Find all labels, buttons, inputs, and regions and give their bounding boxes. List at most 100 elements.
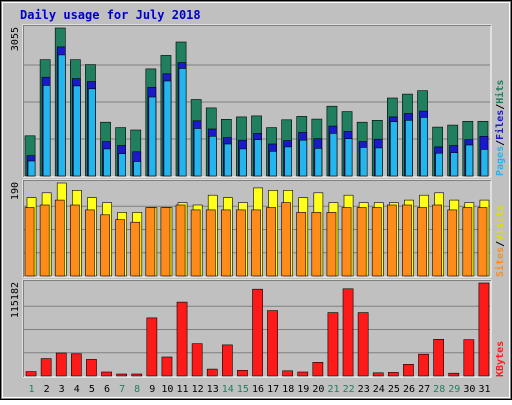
legend-entry-separator: / — [495, 104, 506, 110]
bar-pages-day-7 — [118, 153, 126, 177]
bar-kbytes-day-12 — [191, 343, 203, 377]
x-tick-label-day-27: 27 — [418, 384, 430, 395]
bar-pages-day-30 — [465, 144, 474, 177]
panel-kbytes-legend: KBytes — [495, 341, 506, 377]
bar-sites-day-4 — [70, 204, 80, 277]
x-tick-label-day-11: 11 — [176, 384, 188, 395]
bar-kbytes-day-4 — [71, 353, 82, 377]
bar-kbytes-day-7 — [116, 373, 127, 377]
bar-pages-day-12 — [193, 128, 202, 177]
bar-sites-day-8 — [130, 221, 141, 277]
bar-sites-day-5 — [85, 209, 95, 277]
bar-kbytes-day-10 — [161, 356, 173, 377]
x-tick-label-day-29: 29 — [448, 384, 460, 395]
x-tick-label-day-17: 17 — [267, 384, 279, 395]
x-tick-label-day-22: 22 — [343, 384, 355, 395]
x-tick-label-day-1: 1 — [28, 384, 34, 395]
bar-kbytes-day-27 — [418, 353, 429, 377]
bar-kbytes-day-31 — [478, 282, 490, 377]
bar-kbytes-day-13 — [206, 368, 218, 377]
bar-kbytes-day-30 — [463, 339, 475, 377]
bar-pages-day-3 — [57, 54, 66, 177]
bar-sites-day-6 — [100, 214, 110, 277]
x-tick-label-day-6: 6 — [104, 384, 110, 395]
bar-pages-day-9 — [148, 96, 157, 177]
x-tick-label-day-14: 14 — [222, 384, 234, 395]
legend-entry-hits: Hits — [494, 80, 506, 104]
bar-kbytes-day-22 — [342, 288, 354, 377]
bar-sites-day-21 — [326, 212, 337, 277]
panel-hits-ymax-label: 3055 — [10, 27, 21, 51]
bar-kbytes-day-24 — [372, 372, 384, 377]
bar-pages-day-18 — [284, 146, 293, 177]
x-tick-label-day-18: 18 — [282, 384, 294, 395]
bar-pages-day-20 — [314, 148, 323, 177]
bar-pages-day-13 — [208, 136, 217, 177]
bar-sites-day-16 — [251, 209, 261, 277]
frame-border-light — [2, 2, 510, 398]
bar-kbytes-day-5 — [86, 359, 97, 377]
bar-pages-day-2 — [42, 85, 51, 177]
bar-kbytes-day-29 — [448, 372, 460, 377]
bar-sites-day-15 — [236, 209, 246, 277]
panel-hits-legend: Pages/Files/Hits — [494, 80, 506, 176]
x-tick-label-day-10: 10 — [161, 384, 173, 395]
panel-visits-legend: Sites/Visits — [494, 205, 506, 277]
legend-entry-pages: Pages — [495, 146, 506, 176]
x-tick-label-day-8: 8 — [134, 384, 140, 395]
legend-entry-files: Files — [494, 110, 506, 140]
bar-pages-day-22 — [344, 138, 353, 177]
bar-pages-day-19 — [299, 139, 308, 177]
legend-entry-visits: Visits — [494, 205, 506, 241]
bar-pages-day-27 — [420, 117, 428, 177]
bar-pages-day-1 — [27, 160, 36, 177]
bar-pages-day-6 — [103, 148, 111, 177]
x-tick-label-day-30: 30 — [463, 384, 475, 395]
bar-kbytes-day-17 — [267, 310, 278, 377]
bar-pages-day-17 — [269, 151, 277, 177]
bar-pages-day-26 — [405, 120, 413, 177]
x-tick-label-day-28: 28 — [433, 384, 445, 395]
bar-sites-day-7 — [115, 219, 125, 277]
bar-sites-day-19 — [296, 212, 307, 277]
x-tick-label-day-19: 19 — [297, 384, 309, 395]
bar-sites-day-11 — [175, 204, 186, 277]
bar-pages-day-25 — [389, 121, 398, 177]
bar-pages-day-31 — [480, 149, 489, 177]
bar-sites-day-26 — [402, 204, 412, 277]
bar-kbytes-day-3 — [55, 352, 67, 377]
bar-pages-day-24 — [374, 147, 383, 177]
bar-sites-day-27 — [417, 207, 427, 277]
bar-pages-day-4 — [73, 85, 81, 177]
x-tick-label-day-13: 13 — [207, 384, 219, 395]
bar-pages-day-14 — [224, 143, 232, 177]
x-tick-label-day-21: 21 — [327, 384, 339, 395]
panel-kbytes-ymax-label: 115182 — [10, 282, 21, 318]
bar-sites-day-25 — [386, 204, 397, 277]
bar-sites-day-24 — [371, 207, 382, 277]
bar-sites-day-30 — [462, 207, 473, 277]
x-tick-label-day-9: 9 — [149, 384, 155, 395]
legend-entry-separator: / — [495, 241, 506, 247]
bar-pages-day-5 — [88, 88, 96, 177]
bar-pages-day-15 — [239, 148, 247, 177]
bar-pages-day-21 — [329, 133, 338, 177]
x-tick-label-day-5: 5 — [89, 384, 95, 395]
bar-pages-day-10 — [163, 80, 172, 177]
bar-kbytes-day-25 — [387, 372, 399, 377]
bar-sites-day-3 — [54, 199, 65, 277]
bar-kbytes-day-11 — [176, 301, 188, 377]
bar-sites-day-9 — [145, 207, 156, 277]
bar-kbytes-day-20 — [312, 361, 324, 377]
legend-entry-kbytes: KBytes — [495, 341, 506, 377]
bar-sites-day-14 — [221, 209, 231, 277]
bar-kbytes-day-6 — [101, 371, 112, 377]
bar-sites-day-22 — [341, 207, 352, 277]
x-tick-label-day-3: 3 — [59, 384, 65, 395]
bar-sites-day-31 — [477, 207, 488, 277]
bar-kbytes-day-9 — [146, 317, 158, 377]
bar-sites-day-17 — [266, 207, 276, 277]
x-tick-label-day-12: 12 — [192, 384, 204, 395]
